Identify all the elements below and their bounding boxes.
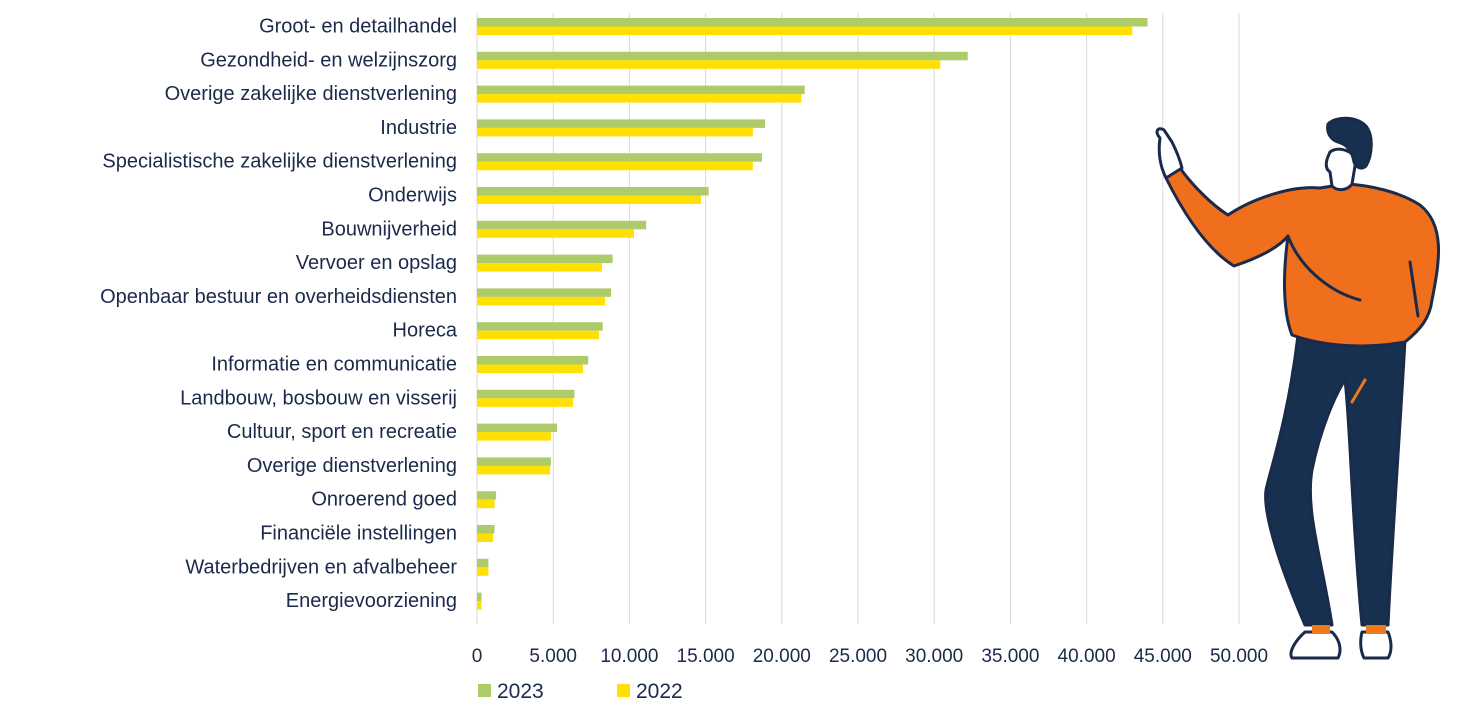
- bar-2023: [477, 51, 968, 61]
- category-label: Cultuur, sport en recreatie: [227, 421, 457, 443]
- face: [1324, 147, 1358, 192]
- x-tick-label: 30.000: [905, 646, 963, 667]
- bar-2022: [477, 533, 494, 542]
- bar-2022: [477, 364, 583, 373]
- bar-2023: [477, 18, 1148, 27]
- bar-2023: [477, 423, 558, 433]
- left-shoe: [1289, 630, 1342, 660]
- legend-swatch: [617, 684, 630, 697]
- category-label: Waterbedrijven en afvalbeheer: [185, 556, 457, 578]
- trousers: [1264, 333, 1407, 627]
- category-label: Vervoer en opslag: [296, 252, 457, 274]
- bar-2022: [477, 330, 599, 340]
- bar-2022: [477, 432, 551, 441]
- bar-2022: [477, 94, 802, 103]
- category-label: Openbaar bestuur en overheidsdiensten: [100, 286, 457, 308]
- bar-2022: [477, 26, 1133, 35]
- category-label: Specialistische zakelijke dienstverlenin…: [102, 151, 457, 173]
- bar-2023: [477, 525, 495, 534]
- category-labels: Groot- en detailhandel Gezondheid- en wel…: [100, 16, 458, 613]
- bar-2023: [477, 389, 575, 399]
- category-label: Overige dienstverlening: [247, 455, 457, 477]
- category-label: Bouwnijverheid: [321, 218, 457, 240]
- x-tick-label: 35.000: [981, 646, 1039, 667]
- bar-2023: [477, 187, 709, 196]
- bar-2022: [477, 296, 606, 306]
- x-tick-label: 40.000: [1058, 646, 1116, 667]
- legend-label: 2023: [497, 680, 544, 703]
- hair: [1326, 116, 1373, 170]
- category-label: Financiële instellingen: [260, 523, 457, 545]
- legend-label: 2022: [636, 680, 683, 703]
- bar-2022: [477, 127, 753, 137]
- bar-2023: [477, 457, 551, 466]
- x-tick-label: 45.000: [1134, 646, 1192, 667]
- sweater: [1164, 166, 1441, 348]
- bars-layer: [477, 18, 1148, 610]
- bar-2023: [477, 558, 489, 568]
- bar-2023: [477, 491, 497, 500]
- bar-2023: [477, 322, 603, 331]
- x-tick-label: 20.000: [753, 646, 811, 667]
- category-label: Horeca: [393, 320, 458, 342]
- x-axis-ticks: 0 5.000 10.000 15.000 20.000 25.000 30.000 35.0…: [472, 646, 1268, 667]
- bar-2022: [477, 60, 941, 69]
- category-label: Informatie en communicatie: [211, 354, 457, 376]
- bar-2022: [477, 161, 753, 171]
- bar-2023: [477, 85, 805, 95]
- bar-2022: [477, 398, 574, 407]
- x-tick-label: 10.000: [600, 646, 658, 667]
- hand: [1155, 127, 1184, 180]
- category-label: Landbouw, bosbouw en visserij: [180, 387, 457, 409]
- category-label: Gezondheid- en welzijnszorg: [200, 49, 457, 71]
- bar-2023: [477, 254, 613, 264]
- right-shoe: [1359, 630, 1393, 660]
- grid-layer: [476, 13, 1240, 624]
- x-tick-label: 25.000: [829, 646, 887, 667]
- category-label: Onderwijs: [368, 185, 457, 207]
- x-tick-label: 5.000: [529, 646, 577, 667]
- category-label: Onroerend goed: [311, 489, 457, 511]
- bar-2023: [477, 220, 647, 230]
- bar-2022: [477, 601, 482, 610]
- bar-2023: [477, 288, 612, 297]
- person-pointing-illustration: [1155, 116, 1441, 660]
- bar-2023: [477, 592, 482, 602]
- category-label: Energievoorziening: [286, 590, 457, 612]
- x-tick-label: 0: [472, 646, 483, 667]
- bar-2022: [477, 465, 551, 475]
- category-label: Industrie: [380, 117, 457, 139]
- bar-2023: [477, 119, 766, 128]
- x-tick-label: 15.000: [677, 646, 735, 667]
- legend: 2023 2022: [478, 680, 683, 703]
- bar-2023: [477, 356, 589, 365]
- bar-2022: [477, 229, 634, 238]
- legend-swatch: [478, 684, 491, 697]
- x-tick-label: 50.000: [1210, 646, 1268, 667]
- bar-2022: [477, 263, 602, 272]
- category-label: Groot- en detailhandel: [259, 16, 457, 38]
- bar-2022: [477, 195, 702, 204]
- bar-2022: [477, 499, 495, 509]
- bar-2023: [477, 153, 762, 162]
- category-label: Overige zakelijke dienstverlening: [165, 83, 457, 105]
- bar-2022: [477, 567, 489, 576]
